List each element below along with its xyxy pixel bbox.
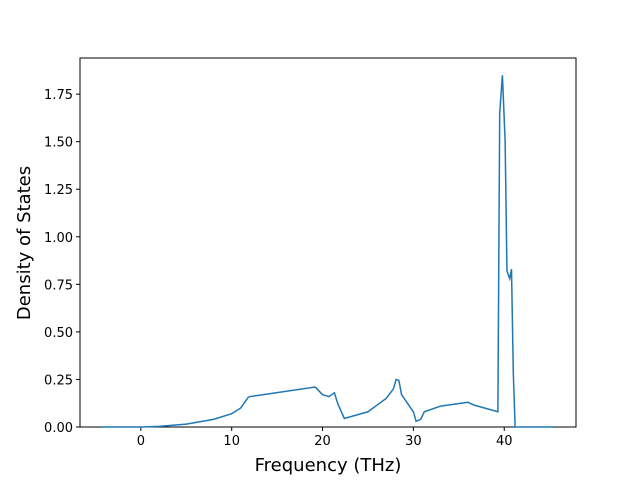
y-tick-label: 0.75 bbox=[44, 278, 73, 293]
x-tick-label: 40 bbox=[496, 434, 513, 449]
x-tick-label: 0 bbox=[137, 434, 145, 449]
x-tick-label: 20 bbox=[314, 434, 331, 449]
y-tick-label: 0.50 bbox=[44, 326, 73, 341]
line bbox=[101, 75, 554, 428]
x-tick-label: 10 bbox=[223, 434, 240, 449]
y-axis-label: Density of States bbox=[14, 166, 35, 320]
y-tick-label: 0.00 bbox=[44, 421, 73, 436]
plot-frame bbox=[79, 57, 577, 428]
y-tick-label: 1.50 bbox=[44, 136, 73, 151]
x-axis-label: Frequency (THz) bbox=[255, 455, 402, 476]
y-tick-label: 1.00 bbox=[44, 231, 73, 246]
y-tick-label: 1.75 bbox=[44, 88, 73, 103]
y-tick-label: 0.25 bbox=[44, 373, 73, 388]
y-tick-label: 1.25 bbox=[44, 183, 73, 198]
x-tick-label: 30 bbox=[405, 434, 422, 449]
